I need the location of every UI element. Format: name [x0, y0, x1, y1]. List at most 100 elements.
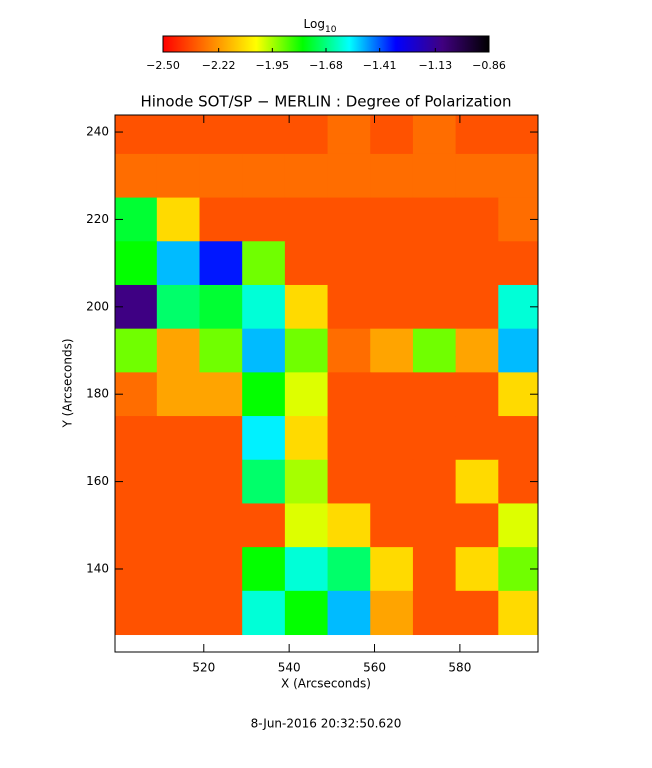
heat-cell [370, 197, 414, 242]
colorbar-tick-label: −1.95 [255, 59, 289, 72]
heat-cell [242, 328, 286, 373]
y-tick-label: 160 [86, 474, 109, 488]
y-tick-label: 180 [86, 387, 109, 401]
colorbar-tick-label: −0.86 [472, 59, 506, 72]
footer-date: 8-Jun-2016 20:32:50.620 [251, 717, 402, 731]
x-tick-label: 520 [192, 661, 215, 675]
heat-cell [412, 197, 457, 242]
heat-cell [242, 284, 286, 330]
heat-cell [498, 153, 538, 199]
y-tick-label: 200 [86, 299, 109, 313]
heat-cell [370, 153, 414, 199]
heat-cell [412, 372, 457, 417]
heat-cell [370, 459, 414, 504]
heat-cell [455, 115, 499, 155]
heat-cell [284, 416, 329, 461]
heat-cell [412, 459, 457, 504]
heat-cell [455, 284, 499, 330]
heat-cell [498, 328, 538, 373]
heat-cell [455, 241, 499, 286]
heat-cell [370, 372, 414, 417]
heat-cell [498, 416, 538, 461]
heat-cell [455, 197, 499, 242]
heat-cell [199, 284, 243, 330]
heat-cell [115, 115, 158, 155]
heat-cell [370, 547, 414, 592]
heat-cell [284, 197, 329, 242]
heat-cell [327, 503, 371, 548]
heat-cell [412, 284, 457, 330]
heat-cell [370, 590, 414, 636]
colorbar-tick-label: −1.68 [309, 59, 343, 72]
heat-cell [412, 590, 457, 636]
heat-cell [199, 153, 243, 199]
heat-cell [284, 153, 329, 199]
heat-cell [156, 547, 201, 592]
y-axis-label: Y (Arcseconds) [61, 338, 75, 428]
x-axis-label: X (Arcseconds) [281, 677, 371, 691]
x-tick-label: 540 [278, 661, 301, 675]
y-tick-label: 140 [86, 561, 109, 575]
heat-cell [412, 241, 457, 286]
heat-cell [327, 328, 371, 373]
heat-cell [455, 153, 499, 199]
heat-cell [327, 153, 371, 199]
x-tick-label: 580 [448, 661, 471, 675]
x-tick-label: 560 [363, 661, 386, 675]
heat-cell [156, 241, 201, 286]
chart-title: Hinode SOT/SP − MERLIN : Degree of Polar… [140, 93, 511, 111]
heat-cell [284, 372, 329, 417]
heat-cell [370, 241, 414, 286]
heat-cell [498, 590, 538, 636]
heat-cell [370, 115, 414, 155]
heat-cell [242, 197, 286, 242]
y-tick-label: 240 [86, 125, 109, 139]
heat-cell [284, 284, 329, 330]
heat-cell [156, 372, 201, 417]
heat-cell [242, 416, 286, 461]
heat-cell [498, 241, 538, 286]
heat-cell [199, 416, 243, 461]
heat-cell [370, 503, 414, 548]
heat-cell [327, 372, 371, 417]
heat-cell [455, 590, 499, 636]
heatmap [115, 115, 538, 636]
heat-cell [199, 328, 243, 373]
heat-cell [327, 590, 371, 636]
heat-cell [115, 153, 158, 199]
heat-cell [327, 459, 371, 504]
heat-cell [455, 459, 499, 504]
heat-cell [284, 503, 329, 548]
heat-cell [156, 115, 201, 155]
colorbar-tick-label: −1.41 [363, 59, 397, 72]
heat-cell [284, 328, 329, 373]
heat-cell [455, 416, 499, 461]
heat-cell [199, 590, 243, 636]
heat-cell [455, 547, 499, 592]
heat-cell [242, 459, 286, 504]
heat-cell [115, 416, 158, 461]
heat-cell [455, 328, 499, 373]
heat-cell [242, 372, 286, 417]
heat-cell [199, 372, 243, 417]
heat-cell [284, 590, 329, 636]
heat-cell [242, 590, 286, 636]
plot-frame [114, 114, 539, 653]
heat-cell [284, 459, 329, 504]
heat-cell [498, 503, 538, 548]
heat-cell [327, 241, 371, 286]
heat-cell [327, 115, 371, 155]
heat-cell [115, 503, 158, 548]
heat-cell [412, 153, 457, 199]
heat-cell [412, 115, 457, 155]
heat-cell [455, 372, 499, 417]
heat-cell [199, 241, 243, 286]
heat-cell [156, 197, 201, 242]
heat-cell [370, 416, 414, 461]
heat-cell [327, 284, 371, 330]
heat-cell [242, 503, 286, 548]
heat-cell [412, 503, 457, 548]
heat-cell [284, 115, 329, 155]
